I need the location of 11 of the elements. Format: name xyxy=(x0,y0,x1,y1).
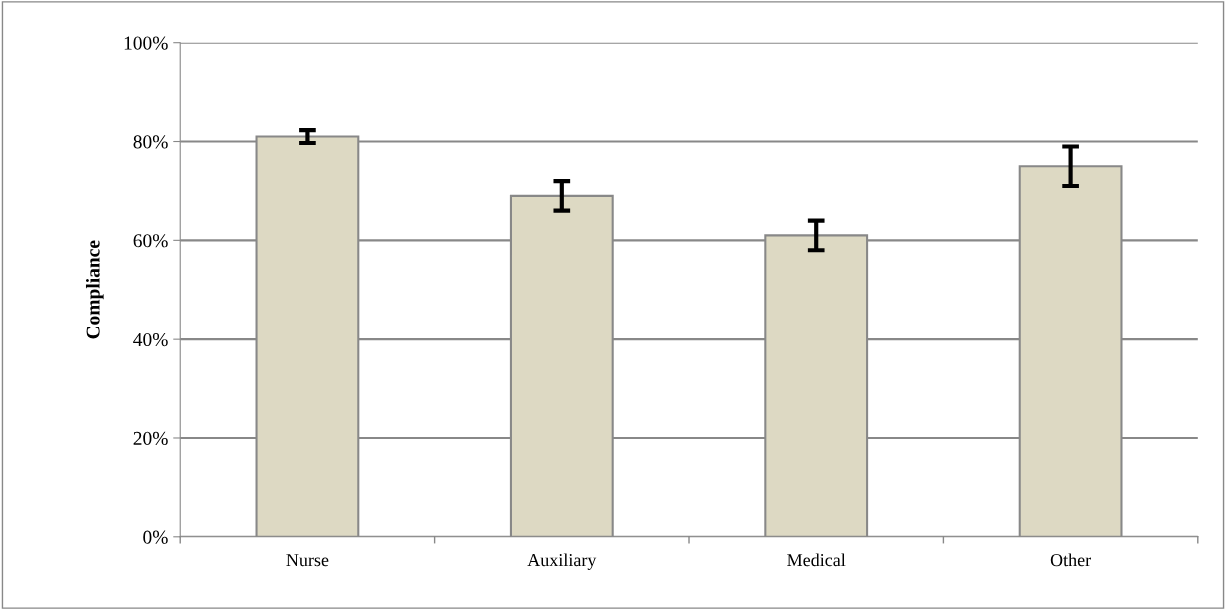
y-tick-label: 100% xyxy=(124,36,168,50)
x-tick-label: Nurse xyxy=(286,554,329,567)
y-tick-label: 0% xyxy=(143,530,168,544)
y-tick-label: 20% xyxy=(133,431,168,445)
y-tick-label: 40% xyxy=(133,332,168,347)
x-tick-label: Other xyxy=(1050,553,1091,567)
x-tick-label: Medical xyxy=(787,553,846,567)
y-axis-title: Compliance xyxy=(85,240,104,339)
y-tick-label: 80% xyxy=(133,135,168,149)
y-tick-label: 60% xyxy=(133,234,168,248)
x-tick-label: Auxiliary xyxy=(527,553,597,570)
